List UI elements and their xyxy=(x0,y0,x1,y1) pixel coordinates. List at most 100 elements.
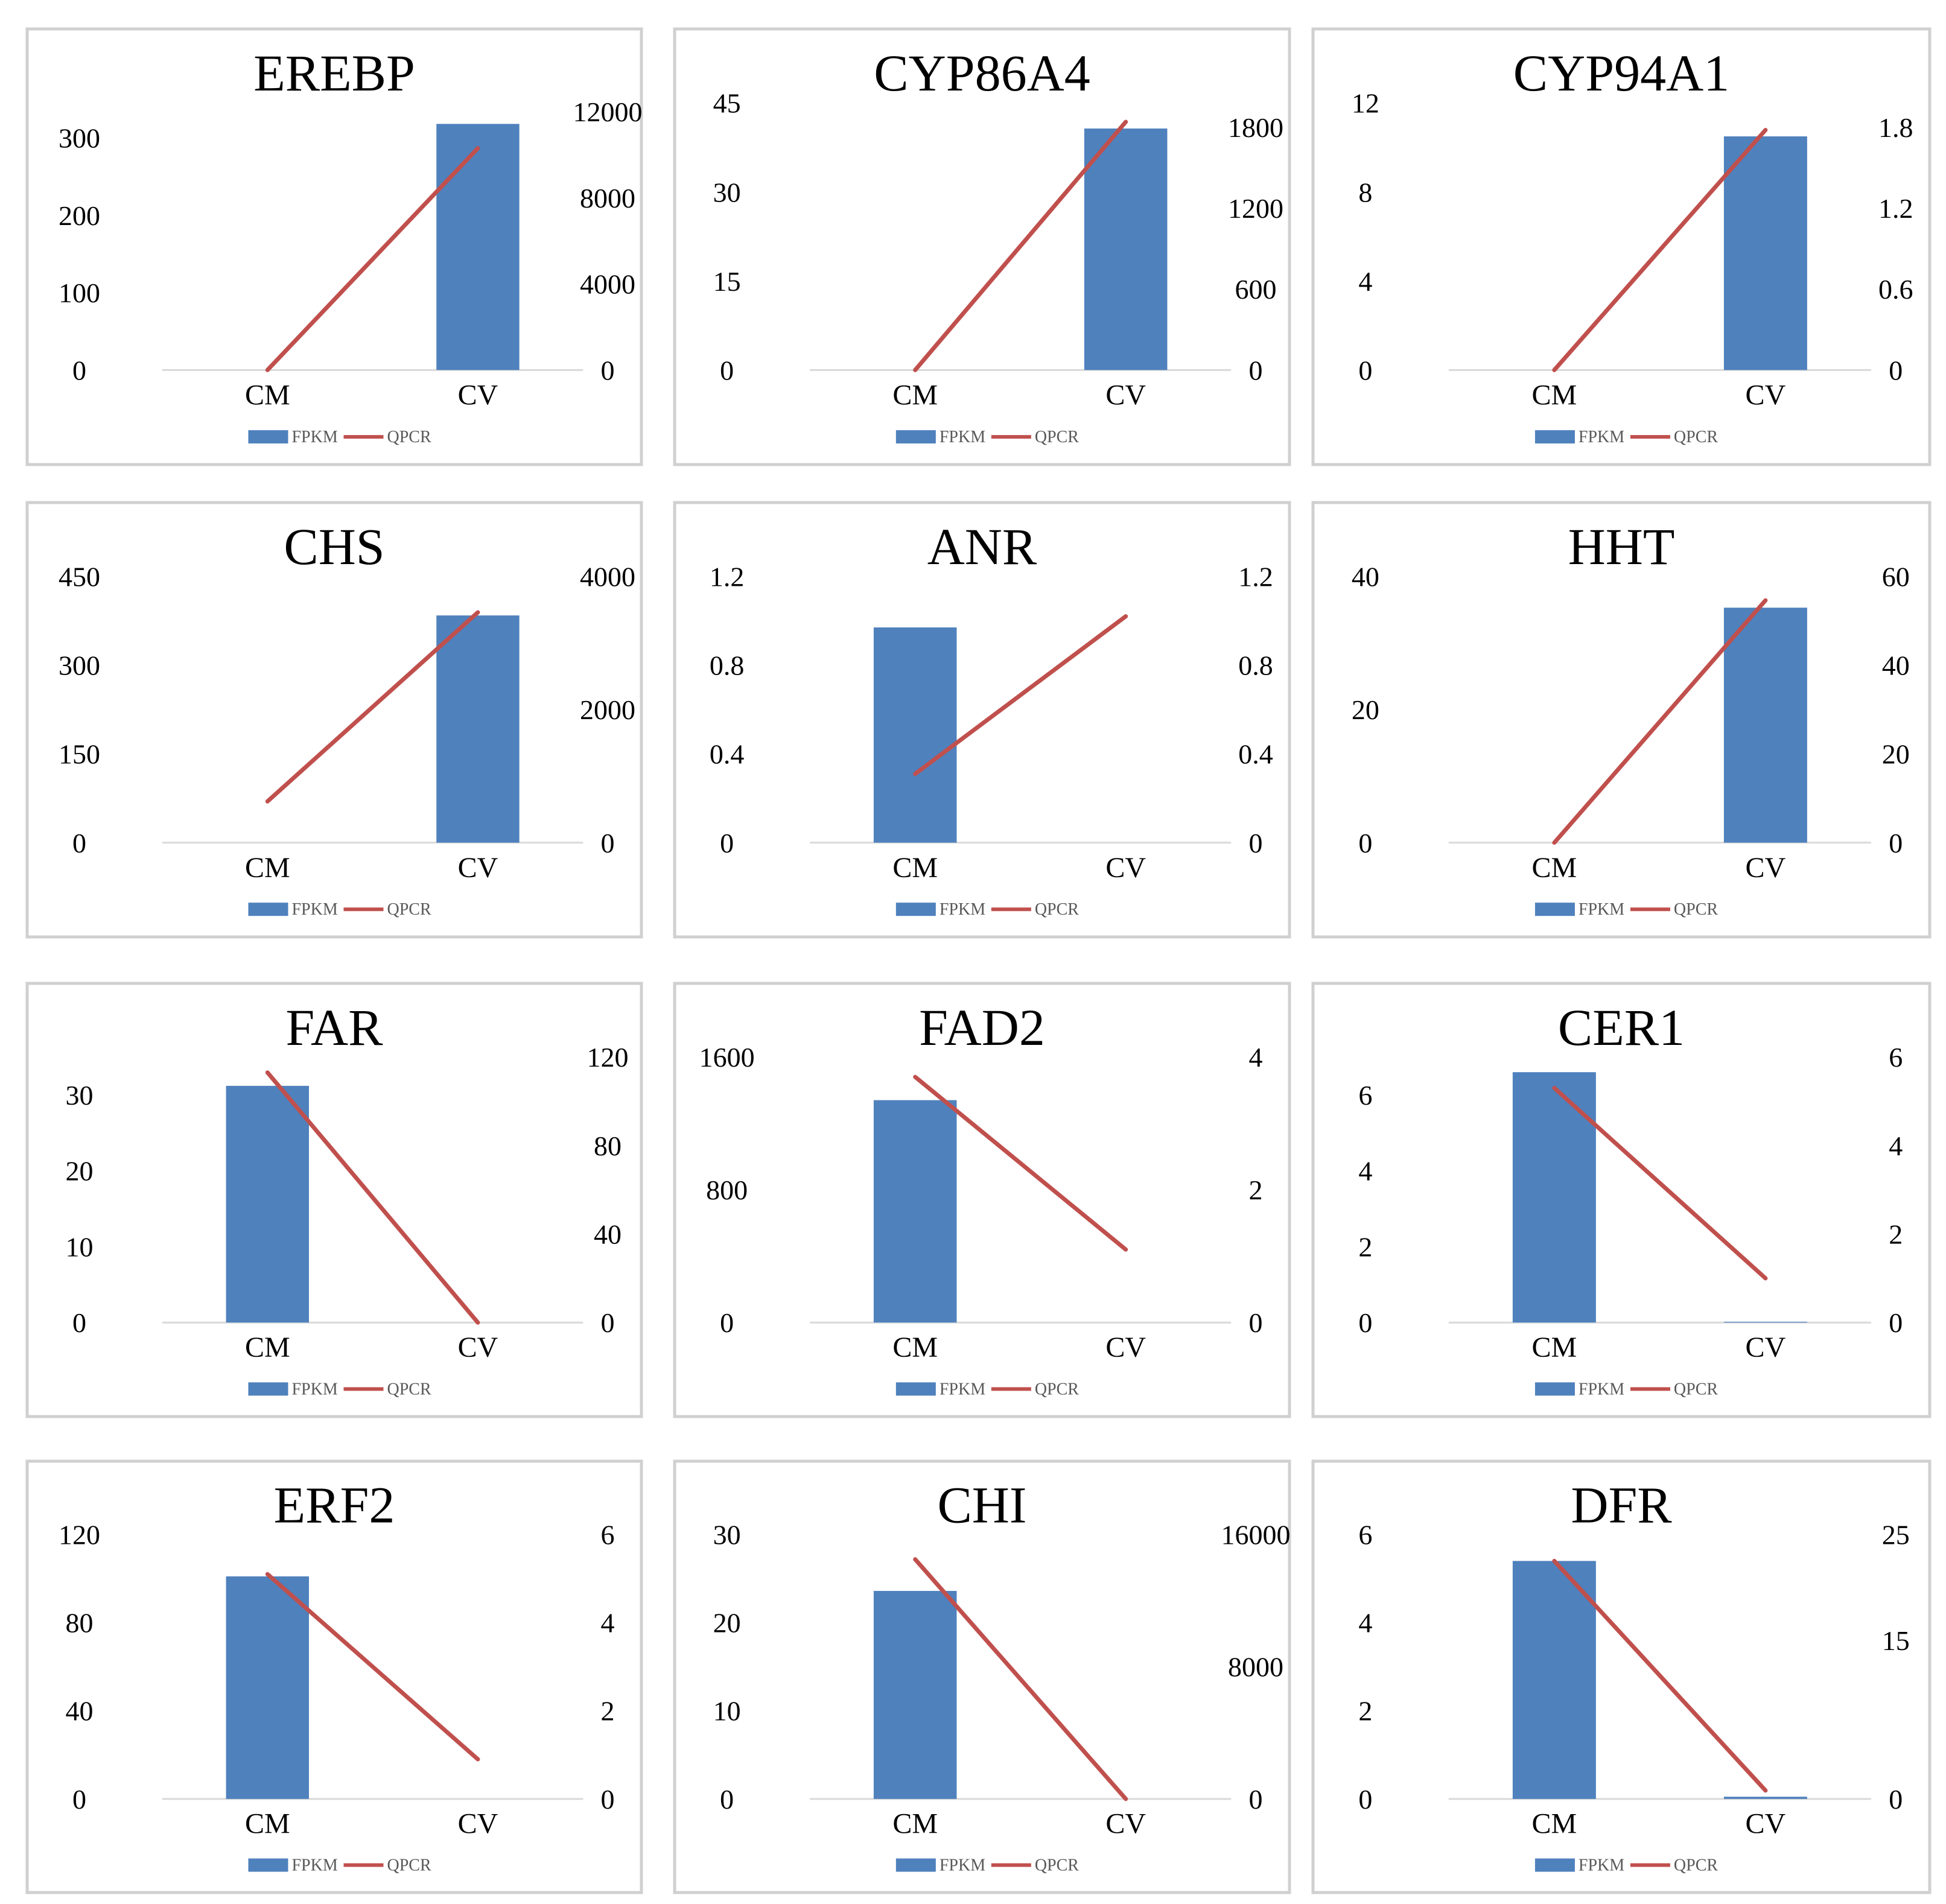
legend-label-fpkm: FPKM xyxy=(940,900,985,919)
legend: FPKM QPCR xyxy=(1534,1380,1718,1398)
left-axis-tick-label: 1.2 xyxy=(710,561,745,592)
legend-label-qpcr: QPCR xyxy=(1674,1380,1718,1398)
right-axis-tick-label: 0 xyxy=(1889,1784,1903,1815)
category-label-cm: CM xyxy=(245,1808,290,1840)
left-axis-tick-label: 200 xyxy=(59,200,100,231)
panel-frame xyxy=(25,501,643,939)
qpcr-line xyxy=(265,1572,480,1762)
right-axis-tick-label: 0 xyxy=(1889,1307,1903,1338)
category-label-cm: CM xyxy=(892,379,938,411)
qpcr-line xyxy=(913,1557,1128,1801)
category-label-cm: CM xyxy=(892,1808,938,1840)
right-axis-tick-label: 4 xyxy=(601,1608,615,1639)
right-axis-tick-label: 40 xyxy=(594,1219,622,1249)
chart-title: CYP94A1 xyxy=(1513,44,1729,102)
left-axis-tick-label: 12 xyxy=(1352,88,1379,119)
qpcr-line xyxy=(1552,127,1768,372)
legend: FPKM QPCR xyxy=(895,1380,1079,1398)
chart-panel-chs: CHS 0 150 300 450 0 2000 4000 CM CV FPKM QPCR xyxy=(25,501,643,939)
category-label-cm: CM xyxy=(1532,1808,1577,1840)
chart-title: EREBP xyxy=(253,44,415,102)
chart-panel-dfr: DFR 0 2 4 6 0 15 25 CM CV FPKM QPCR xyxy=(1311,1459,1932,1894)
legend: FPKM QPCR xyxy=(895,900,1079,919)
left-axis-tick-label: 0 xyxy=(1358,828,1372,858)
category-label-cv: CV xyxy=(1746,1331,1786,1363)
legend-label-fpkm: FPKM xyxy=(940,1380,985,1398)
right-axis-tick-label: 1.8 xyxy=(1878,112,1913,143)
left-axis-tick-label: 0.4 xyxy=(710,739,745,770)
left-axis-tick-label: 6 xyxy=(1358,1520,1372,1550)
right-axis-tick-label: 0.4 xyxy=(1238,739,1273,770)
qpcr-line xyxy=(1552,598,1768,845)
left-axis-tick-label: 1600 xyxy=(699,1042,755,1073)
left-axis-tick-label: 30 xyxy=(713,1520,741,1550)
legend-swatch-fpkm xyxy=(895,430,936,444)
category-label-cv: CV xyxy=(1746,852,1786,884)
chart-panel-anr: ANR 0 0.4 0.8 1.2 0 0.4 0.8 1.2 CM CV FPKM QPCR xyxy=(673,501,1291,939)
legend-label-fpkm: FPKM xyxy=(940,1856,985,1875)
legend: FPKM QPCR xyxy=(1534,1856,1718,1875)
left-axis-tick-label: 45 xyxy=(713,88,741,119)
legend-label-qpcr: QPCR xyxy=(1035,428,1079,446)
left-axis-tick-label: 120 xyxy=(59,1520,100,1550)
right-axis-tick-label: 120 xyxy=(587,1042,629,1073)
right-axis-tick-label: 0 xyxy=(1248,828,1262,858)
left-axis-tick-label: 8 xyxy=(1358,177,1372,208)
right-axis-tick-label: 2000 xyxy=(580,694,635,725)
left-axis-tick-label: 450 xyxy=(59,561,100,592)
legend-label-qpcr: QPCR xyxy=(1035,900,1079,919)
right-axis-tick-label: 0 xyxy=(601,1784,615,1815)
legend-label-qpcr: QPCR xyxy=(387,900,431,919)
right-axis-tick-label: 0 xyxy=(1248,1784,1262,1815)
legend-label-qpcr: QPCR xyxy=(1674,900,1718,919)
panel-frame xyxy=(1311,982,1932,1418)
legend-swatch-fpkm xyxy=(1534,430,1575,444)
chart-panel-far: FAR 0 10 20 30 0 40 80 120 CM CV FPKM QPCR xyxy=(25,982,643,1418)
bar-cm xyxy=(873,1591,957,1799)
left-axis-tick-label: 0 xyxy=(72,828,86,858)
panel-frame xyxy=(25,1459,643,1894)
legend-swatch-fpkm xyxy=(248,430,288,444)
chart-panel-cyp86a4: CYP86A4 0 15 30 45 0 600 1200 1800 CM CV FPKM QPCR xyxy=(673,27,1291,466)
chart-panel-hht: HHT 0 20 40 0 20 40 60 CM CV FPKM QPCR xyxy=(1311,501,1932,939)
right-axis-tick-label: 0 xyxy=(601,355,615,386)
left-axis-tick-label: 300 xyxy=(59,122,100,153)
bar-cv xyxy=(1723,1797,1807,1799)
right-axis-tick-label: 0 xyxy=(601,828,615,858)
right-axis-tick-label: 6 xyxy=(601,1520,615,1550)
right-axis-tick-label: 4000 xyxy=(580,269,635,300)
chart-title: DFR xyxy=(1571,1476,1672,1534)
legend-label-fpkm: FPKM xyxy=(291,900,337,919)
right-axis-tick-label: 1.2 xyxy=(1878,193,1913,224)
chart-title: CHS xyxy=(284,518,384,576)
bar-cm xyxy=(226,1085,310,1323)
chart-panel-cer1: CER1 0 2 4 6 0 2 4 6 CM CV FPKM QPCR xyxy=(1311,982,1932,1418)
legend-label-qpcr: QPCR xyxy=(387,428,431,446)
legend-label-fpkm: FPKM xyxy=(1579,1856,1624,1875)
left-axis-tick-label: 0 xyxy=(72,355,86,386)
right-axis-tick-label: 8000 xyxy=(580,183,635,214)
qpcr-line xyxy=(913,119,1128,372)
right-axis-tick-label: 4 xyxy=(1248,1042,1262,1073)
right-axis-tick-label: 4000 xyxy=(580,561,635,592)
legend-label-fpkm: FPKM xyxy=(291,1380,337,1398)
left-axis-tick-label: 30 xyxy=(713,177,741,208)
chart-title: HHT xyxy=(1568,518,1675,576)
bar-cm xyxy=(226,1576,310,1799)
legend-label-fpkm: FPKM xyxy=(1579,1380,1624,1398)
chart-title: FAR xyxy=(286,998,384,1056)
legend-label-fpkm: FPKM xyxy=(940,428,985,446)
left-axis-tick-label: 2 xyxy=(1358,1231,1372,1262)
legend-label-fpkm: FPKM xyxy=(1579,428,1624,446)
left-axis-tick-label: 4 xyxy=(1358,1608,1372,1639)
category-label-cm: CM xyxy=(245,379,290,411)
category-label-cm: CM xyxy=(245,852,290,884)
panel-frame xyxy=(673,982,1291,1418)
panel-frame xyxy=(25,27,643,466)
right-axis-tick-label: 8000 xyxy=(1228,1652,1283,1683)
left-axis-tick-label: 0 xyxy=(1358,1307,1372,1338)
right-axis-tick-label: 0 xyxy=(1889,355,1903,386)
chart-title: FAD2 xyxy=(919,998,1045,1056)
left-axis-tick-label: 4 xyxy=(1358,266,1372,297)
bar-cv xyxy=(1084,129,1168,370)
